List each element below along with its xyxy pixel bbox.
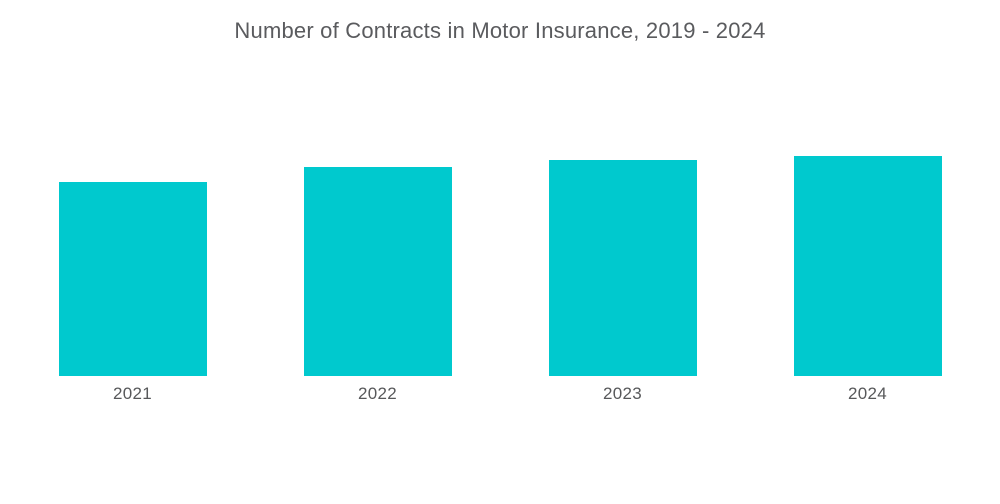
- x-axis-label-2024: 2024: [847, 384, 888, 403]
- bar-2024: [793, 156, 942, 376]
- chart-title: Number of Contracts in Motor Insurance, …: [234, 18, 766, 43]
- x-axis-label-2023: 2023: [602, 384, 643, 403]
- bar-slot: [745, 0, 990, 376]
- bar-slot: [10, 0, 255, 376]
- x-axis-label-2022: 2022: [357, 384, 398, 403]
- x-axis-label-2021: 2021: [112, 384, 153, 403]
- bar-2023: [548, 160, 697, 376]
- bar-slot: [500, 0, 745, 376]
- bar-slot: [255, 0, 500, 376]
- bar-2022: [303, 167, 452, 376]
- bar-2021: [58, 182, 207, 376]
- x-axis: 2021 2022 2023 2024: [10, 384, 990, 404]
- plot-area: [10, 0, 990, 376]
